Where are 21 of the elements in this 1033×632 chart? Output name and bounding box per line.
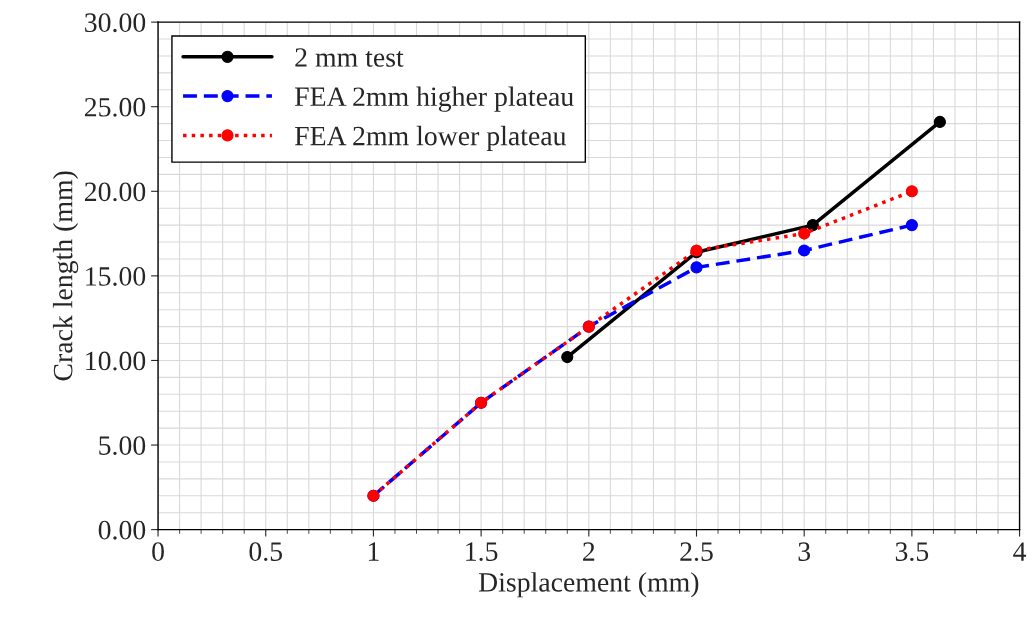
y-tick-label: 5.00 — [99, 436, 146, 456]
y-tick-label: 25.00 — [84, 97, 146, 117]
x-tick-label: 1 — [368, 542, 379, 561]
x-tick-label: 3 — [798, 542, 811, 561]
y-axis-title: Crack length (mm) — [52, 171, 79, 381]
x-tick-label: 2 — [583, 542, 595, 561]
x-tick-label: 0.5 — [249, 542, 283, 562]
x-tick-label: 2.5 — [680, 542, 713, 562]
x-tick-label: 3.5 — [895, 542, 929, 562]
y-tick-label: 10.00 — [86, 351, 146, 371]
y-tick-label: 20.00 — [84, 182, 146, 202]
legend-label: 2 mm test — [295, 48, 404, 67]
legend-label: FEA 2mm lower plateau — [294, 125, 567, 152]
x-tick-label: 4 — [1013, 542, 1027, 561]
y-tick-label: 0.00 — [98, 520, 146, 540]
x-tick-label: 0 — [152, 542, 164, 561]
legend-label: FEA 2mm higher plateau — [294, 86, 574, 112]
x-tick-label: 1.5 — [466, 542, 498, 562]
x-axis-title: Displacement (mm) — [478, 572, 699, 598]
y-tick-label: 30.00 — [85, 13, 146, 33]
y-tick-label: 15.00 — [86, 267, 146, 286]
